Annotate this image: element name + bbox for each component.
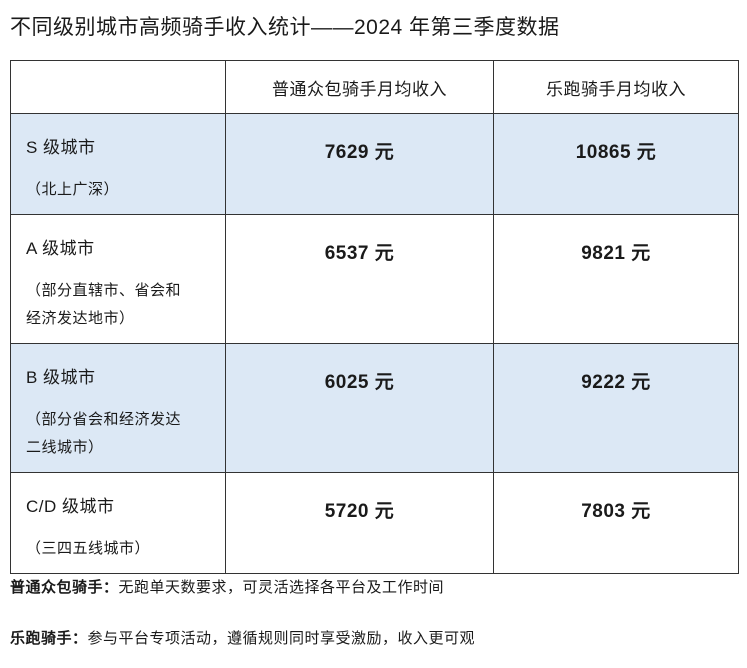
- table-row-s-tier: S 级城市 （北上广深） 7629 元 10865 元: [10, 113, 739, 215]
- column-header-lepao-income: 乐跑骑手月均收入: [493, 60, 739, 114]
- crowdsource-income-value: 7629 元: [225, 113, 494, 215]
- tier-cell: C/D 级城市 （三四五线城市）: [10, 472, 226, 574]
- page-title: 不同级别城市高频骑手收入统计——2024 年第三季度数据: [10, 16, 560, 39]
- tier-cell: B 级城市 （部分省会和经济发达二线城市）: [10, 343, 226, 473]
- table-row-b-tier: B 级城市 （部分省会和经济发达二线城市） 6025 元 9222 元: [10, 343, 739, 473]
- lepao-income-value: 9222 元: [493, 343, 739, 473]
- column-header-crowdsource-income: 普通众包骑手月均收入: [225, 60, 494, 114]
- crowdsource-income-value: 6025 元: [225, 343, 494, 473]
- income-table: 普通众包骑手月均收入 乐跑骑手月均收入 S 级城市 （北上广深） 7629 元 …: [10, 60, 739, 574]
- tier-note: （部分直辖市、省会和经济发达地市）: [26, 282, 182, 327]
- tier-note: （部分省会和经济发达二线城市）: [26, 411, 182, 456]
- footnote-lepao-rider: 乐跑骑手：参与平台专项活动，遵循规则同时享受激励，收入更可观: [10, 627, 475, 648]
- tier-note: （北上广深）: [26, 181, 120, 198]
- table-header: 普通众包骑手月均收入 乐跑骑手月均收入: [10, 60, 739, 114]
- tier-cell: A 级城市 （部分直辖市、省会和经济发达地市）: [10, 214, 226, 344]
- footnote-description: 无跑单天数要求，可灵活选择各平台及工作时间: [118, 579, 445, 596]
- footnote-term: 普通众包骑手：: [10, 579, 119, 596]
- tier-label: B 级城市: [26, 368, 96, 387]
- footnote-crowdsource-rider: 普通众包骑手：无跑单天数要求，可灵活选择各平台及工作时间: [10, 576, 444, 597]
- table-row-cd-tier: C/D 级城市 （三四五线城市） 5720 元 7803 元: [10, 472, 739, 574]
- crowdsource-income-value: 5720 元: [225, 472, 494, 574]
- footnote-description: 参与平台专项活动，遵循规则同时享受激励，收入更可观: [87, 630, 476, 647]
- footnote-term: 乐跑骑手：: [10, 630, 88, 647]
- tier-note: （三四五线城市）: [26, 540, 151, 557]
- tier-label: C/D 级城市: [26, 497, 115, 516]
- tier-label: A 级城市: [26, 239, 95, 258]
- column-header-tier: [10, 60, 226, 114]
- crowdsource-income-value: 6537 元: [225, 214, 494, 344]
- lepao-income-value: 10865 元: [493, 113, 739, 215]
- table-header-row: 普通众包骑手月均收入 乐跑骑手月均收入: [10, 60, 739, 114]
- lepao-income-value: 9821 元: [493, 214, 739, 344]
- tier-cell: S 级城市 （北上广深）: [10, 113, 226, 215]
- lepao-income-value: 7803 元: [493, 472, 739, 574]
- table-row-a-tier: A 级城市 （部分直辖市、省会和经济发达地市） 6537 元 9821 元: [10, 214, 739, 344]
- tier-label: S 级城市: [26, 138, 96, 157]
